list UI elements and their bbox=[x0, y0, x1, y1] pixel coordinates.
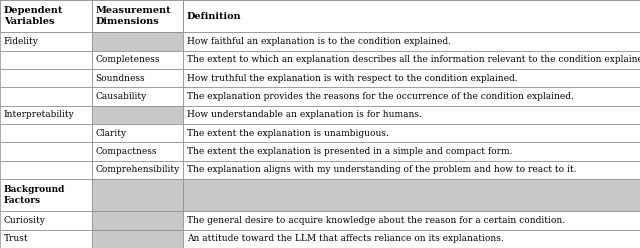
Bar bbox=[183, 124, 640, 142]
Bar bbox=[183, 32, 640, 51]
Bar bbox=[0, 230, 92, 248]
Bar bbox=[0, 161, 92, 179]
Text: How faithful an explanation is to the condition explained.: How faithful an explanation is to the co… bbox=[187, 37, 451, 46]
Bar bbox=[183, 179, 640, 211]
Bar bbox=[183, 51, 640, 69]
Bar bbox=[183, 142, 640, 161]
Bar bbox=[0, 211, 92, 230]
Bar bbox=[92, 69, 183, 87]
Text: How truthful the explanation is with respect to the condition explained.: How truthful the explanation is with res… bbox=[187, 74, 518, 83]
Text: The general desire to acquire knowledge about the reason for a certain condition: The general desire to acquire knowledge … bbox=[187, 216, 565, 225]
Bar bbox=[183, 87, 640, 106]
Text: Measurement
Dimensions: Measurement Dimensions bbox=[95, 6, 171, 26]
Text: Soundness: Soundness bbox=[95, 74, 145, 83]
Text: Dependent
Variables: Dependent Variables bbox=[4, 6, 63, 26]
Text: Curiosity: Curiosity bbox=[4, 216, 45, 225]
Bar bbox=[92, 87, 183, 106]
Bar bbox=[92, 142, 183, 161]
Bar bbox=[0, 32, 92, 51]
Bar bbox=[92, 211, 183, 230]
Bar bbox=[0, 142, 92, 161]
Bar bbox=[92, 179, 183, 211]
Bar bbox=[0, 87, 92, 106]
Bar bbox=[0, 106, 92, 124]
Text: Trust: Trust bbox=[4, 234, 28, 243]
Bar bbox=[0, 179, 92, 211]
Bar bbox=[92, 161, 183, 179]
Text: The explanation provides the reasons for the occurrence of the condition explain: The explanation provides the reasons for… bbox=[187, 92, 573, 101]
Text: Comprehensibility: Comprehensibility bbox=[95, 165, 180, 174]
Bar bbox=[0, 69, 92, 87]
Bar bbox=[92, 51, 183, 69]
Bar bbox=[0, 124, 92, 142]
Bar bbox=[183, 106, 640, 124]
Text: Completeness: Completeness bbox=[95, 55, 160, 64]
Bar bbox=[0, 0, 92, 32]
Text: The extent the explanation is presented in a simple and compact form.: The extent the explanation is presented … bbox=[187, 147, 513, 156]
Text: Background
Factors: Background Factors bbox=[4, 186, 65, 205]
Bar bbox=[92, 230, 183, 248]
Text: Causability: Causability bbox=[95, 92, 147, 101]
Text: Interpretability: Interpretability bbox=[4, 110, 75, 119]
Bar bbox=[92, 32, 183, 51]
Bar bbox=[92, 124, 183, 142]
Text: The extent the explanation is unambiguous.: The extent the explanation is unambiguou… bbox=[187, 129, 388, 138]
Text: Fidelity: Fidelity bbox=[4, 37, 38, 46]
Bar bbox=[183, 230, 640, 248]
Text: Compactness: Compactness bbox=[95, 147, 157, 156]
Text: How understandable an explanation is for humans.: How understandable an explanation is for… bbox=[187, 110, 422, 119]
Text: An attitude toward the LLM that affects reliance on its explanations.: An attitude toward the LLM that affects … bbox=[187, 234, 504, 243]
Bar bbox=[183, 0, 640, 32]
Text: The extent to which an explanation describes all the information relevant to the: The extent to which an explanation descr… bbox=[187, 55, 640, 64]
Bar bbox=[183, 211, 640, 230]
Text: The explanation aligns with my understanding of the problem and how to react to : The explanation aligns with my understan… bbox=[187, 165, 577, 174]
Bar bbox=[183, 161, 640, 179]
Bar bbox=[92, 106, 183, 124]
Text: Clarity: Clarity bbox=[95, 129, 127, 138]
Bar bbox=[92, 0, 183, 32]
Bar bbox=[183, 69, 640, 87]
Text: Definition: Definition bbox=[187, 12, 241, 21]
Bar bbox=[0, 51, 92, 69]
